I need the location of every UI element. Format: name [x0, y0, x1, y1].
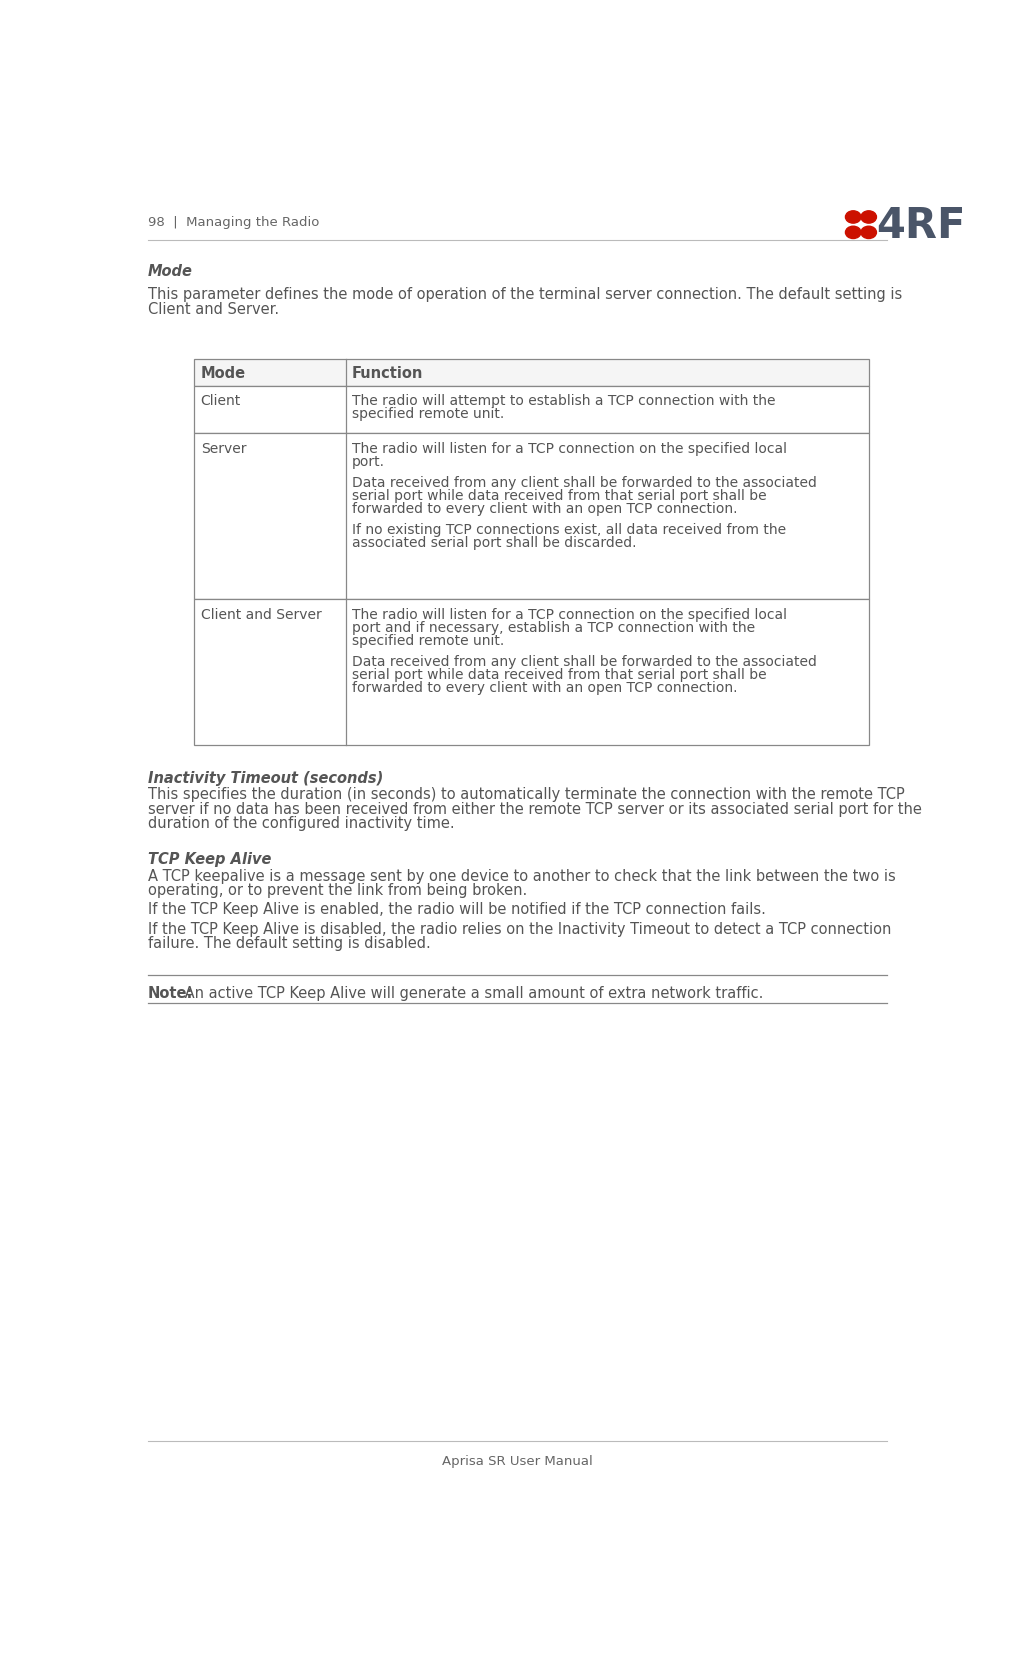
Text: serial port while data received from that serial port shall be: serial port while data received from tha… [351, 667, 767, 682]
Text: The radio will listen for a TCP connection on the specified local: The radio will listen for a TCP connecti… [351, 442, 787, 455]
Text: server if no data has been received from either the remote TCP server or its ass: server if no data has been received from… [147, 801, 922, 816]
Text: A TCP keepalive is a message sent by one device to another to check that the lin: A TCP keepalive is a message sent by one… [147, 869, 896, 884]
Ellipse shape [861, 212, 877, 223]
Text: The radio will listen for a TCP connection on the specified local: The radio will listen for a TCP connecti… [351, 607, 787, 621]
Text: Data received from any client shall be forwarded to the associated: Data received from any client shall be f… [351, 654, 817, 669]
Text: serial port while data received from that serial port shall be: serial port while data received from tha… [351, 488, 767, 503]
Text: If the TCP Keep Alive is disabled, the radio relies on the Inactivity Timeout to: If the TCP Keep Alive is disabled, the r… [147, 922, 892, 937]
Text: Note:: Note: [147, 986, 193, 1001]
Text: forwarded to every client with an open TCP connection.: forwarded to every client with an open T… [351, 501, 737, 516]
Text: TCP Keep Alive: TCP Keep Alive [147, 852, 272, 867]
Ellipse shape [845, 227, 861, 240]
Bar [195, 386, 869, 434]
Bar [195, 434, 869, 599]
Text: This parameter defines the mode of operation of the terminal server connection. : This parameter defines the mode of opera… [147, 286, 902, 303]
Bar [195, 599, 869, 746]
Bar [195, 361, 869, 386]
Text: If the TCP Keep Alive is enabled, the radio will be notified if the TCP connecti: If the TCP Keep Alive is enabled, the ra… [147, 902, 766, 917]
Text: Inactivity Timeout (seconds): Inactivity Timeout (seconds) [147, 770, 383, 786]
Text: Mode: Mode [201, 366, 245, 381]
Text: This specifies the duration (in seconds) to automatically terminate the connecti: This specifies the duration (in seconds)… [147, 786, 905, 801]
Text: port.: port. [351, 455, 385, 468]
Text: Aprisa SR User Manual: Aprisa SR User Manual [442, 1453, 593, 1466]
Text: specified remote unit.: specified remote unit. [351, 634, 504, 647]
Text: specified remote unit.: specified remote unit. [351, 407, 504, 420]
Text: 98  |  Managing the Radio: 98 | Managing the Radio [147, 215, 319, 228]
Text: Client and Server.: Client and Server. [147, 301, 279, 316]
Text: 4RF: 4RF [877, 205, 966, 247]
Text: The radio will attempt to establish a TCP connection with the: The radio will attempt to establish a TC… [351, 394, 776, 409]
Text: An active TCP Keep Alive will generate a small amount of extra network traffic.: An active TCP Keep Alive will generate a… [181, 986, 764, 1001]
Text: Mode: Mode [147, 265, 193, 280]
Text: operating, or to prevent the link from being broken.: operating, or to prevent the link from b… [147, 882, 527, 897]
Text: port and if necessary, establish a TCP connection with the: port and if necessary, establish a TCP c… [351, 621, 754, 634]
Text: Server: Server [201, 442, 246, 455]
Text: forwarded to every client with an open TCP connection.: forwarded to every client with an open T… [351, 680, 737, 695]
Text: failure. The default setting is disabled.: failure. The default setting is disabled… [147, 935, 430, 952]
Text: associated serial port shall be discarded.: associated serial port shall be discarde… [351, 536, 636, 549]
Text: duration of the configured inactivity time.: duration of the configured inactivity ti… [147, 816, 454, 831]
Ellipse shape [861, 227, 877, 240]
Text: If no existing TCP connections exist, all data received from the: If no existing TCP connections exist, al… [351, 523, 786, 536]
Text: Client and Server: Client and Server [201, 607, 321, 621]
Text: Function: Function [351, 366, 423, 381]
Ellipse shape [845, 212, 861, 223]
Text: Data received from any client shall be forwarded to the associated: Data received from any client shall be f… [351, 475, 817, 490]
Text: Client: Client [201, 394, 241, 409]
